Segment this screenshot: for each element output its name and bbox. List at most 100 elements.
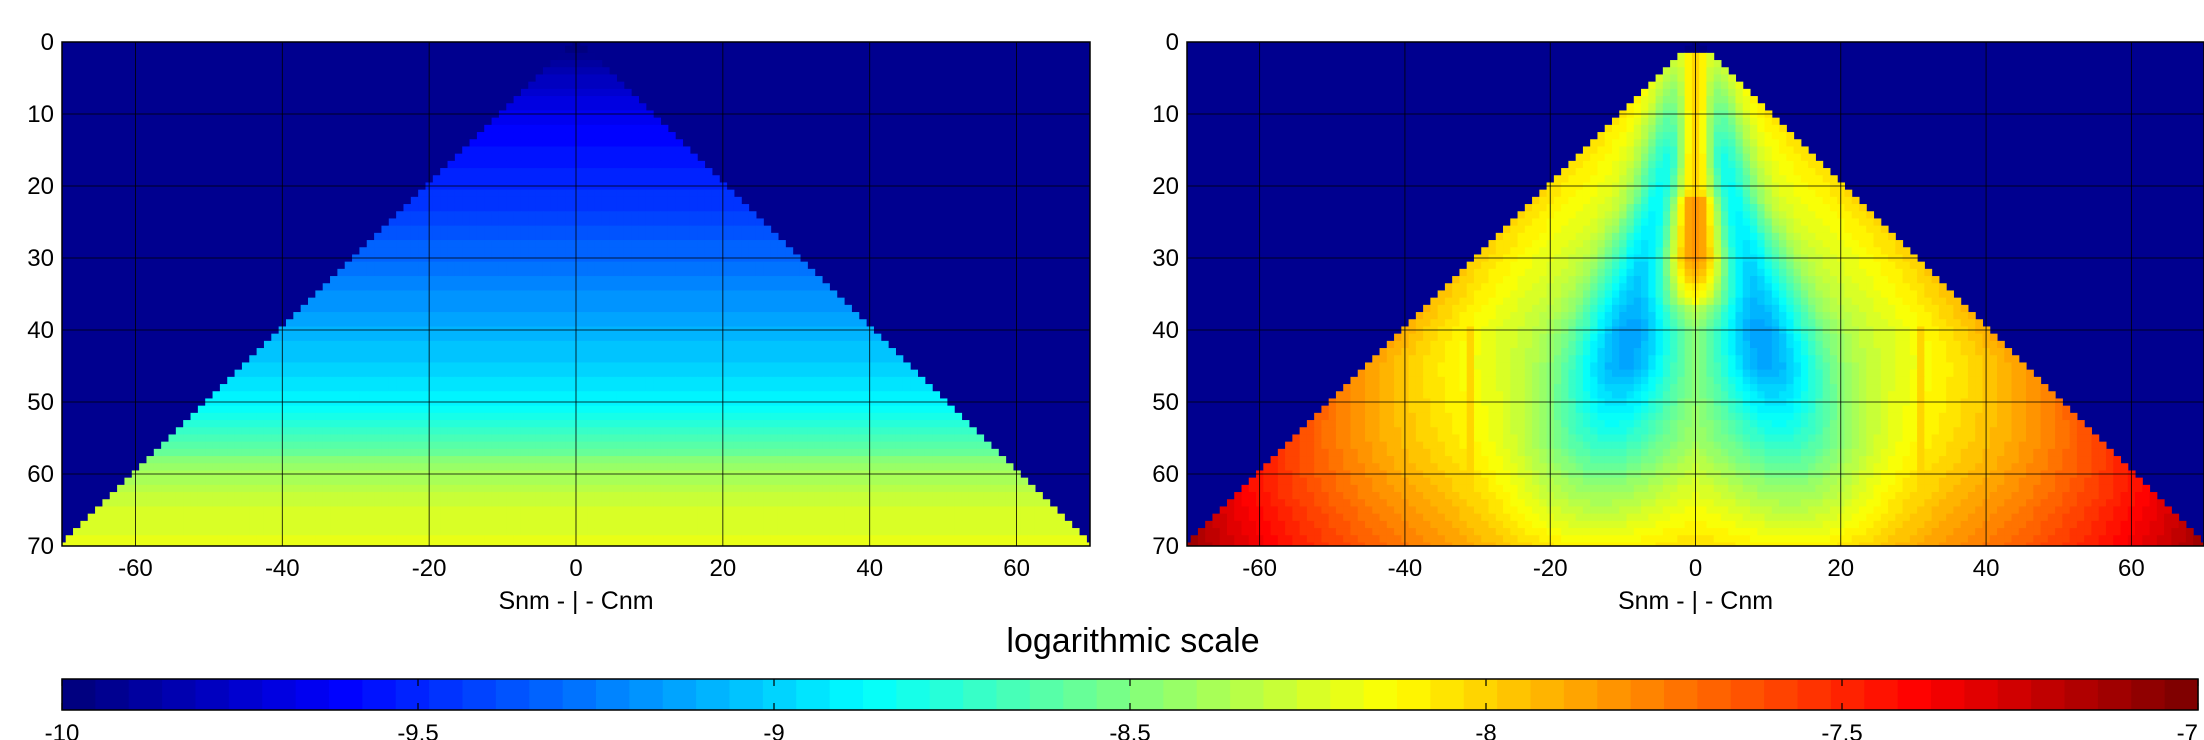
heatmap-cell [565,376,573,385]
heatmap-cell [733,290,742,299]
heatmap-cell [616,103,625,111]
heatmap-cell [359,369,368,378]
heatmap-cell [777,240,786,248]
heatmap-cell [594,196,603,205]
heatmap-cell [755,542,764,546]
heatmap-cell [506,463,515,471]
heatmap-cell [557,146,566,155]
heatmap-cell [711,434,720,443]
heatmap-cell [285,412,294,421]
heatmap-cell [711,499,720,507]
heatmap-cell [396,340,405,349]
heatmap-cell [601,160,610,169]
heatmap-cell [491,196,500,205]
heatmap-cell [873,456,882,464]
heatmap-cell [550,391,559,399]
heatmap-cell [498,175,507,183]
heatmap-cell [917,405,926,414]
heatmap-cell [565,117,573,126]
heatmap-cell [902,492,911,500]
heatmap-cell [587,412,595,421]
heatmap-cell [498,139,507,147]
heatmap-cell [609,160,617,169]
heatmap-cell [513,513,522,522]
heatmap-cell [550,96,559,104]
heatmap-cell [910,477,919,486]
heatmap-cell [689,261,698,270]
heatmap-cell [917,477,926,486]
heatmap-cell [520,312,529,320]
heatmap-cell [954,448,963,457]
heatmap-cell [807,283,816,291]
heatmap-cell [748,290,757,299]
heatmap-cell [322,312,331,320]
heatmap-cell [366,528,375,536]
heatmap-cell [704,225,713,234]
heatmap-cell [542,153,551,162]
heatmap-cell [484,434,493,443]
heatmap-cell [748,506,757,515]
heatmap-cell [381,355,390,363]
heatmap-cell [777,412,786,421]
heatmap-cell [645,434,654,443]
heatmap-cell [476,333,485,342]
heatmap-cell [895,513,904,522]
heatmap-cell [726,319,735,327]
heatmap-cell [366,304,375,313]
heatmap-cell [498,369,507,378]
heatmap-cell [285,434,294,443]
heatmap-cell [792,312,801,320]
heatmap-cell [873,477,882,486]
heatmap-cell [917,499,926,507]
heatmap-cell [337,355,346,363]
heatmap-cell [462,463,471,471]
heatmap-cell [447,441,456,450]
heatmap-cell [924,484,933,493]
heatmap-cell [601,304,610,313]
heatmap-cell [557,520,566,529]
heatmap-cell [388,477,397,486]
heatmap-cell [777,369,786,378]
heatmap-cell [528,225,537,234]
heatmap-cell [675,225,684,234]
heatmap-cell [256,492,265,500]
heatmap-cell [315,348,324,356]
heatmap-cell [535,427,544,435]
heatmap-cell [851,319,860,327]
heatmap-cell [520,348,529,356]
heatmap-cell [484,535,493,543]
heatmap-cell [733,412,742,421]
heatmap-cell [587,240,595,248]
heatmap-cell [594,405,603,414]
heatmap-cell [557,369,566,378]
heatmap-cell [814,405,823,414]
heatmap-cell [513,340,522,349]
heatmap-cell [557,261,566,270]
heatmap-cell [212,412,221,421]
heatmap-cell [770,484,779,493]
heatmap-cell [660,175,669,183]
heatmap-cell [609,276,617,284]
heatmap-cell [506,175,515,183]
heatmap-cell [293,477,302,486]
heatmap-cell [594,67,603,75]
heatmap-cell [249,542,258,546]
heatmap-cell [594,225,603,234]
heatmap-cell [484,225,493,234]
heatmap-cell [697,513,706,522]
heatmap-cell [777,312,786,320]
heatmap-cell [498,513,507,522]
heatmap-cell [285,391,294,399]
heatmap-cell [565,542,573,546]
heatmap-cell [726,232,735,241]
heatmap-cell [359,542,368,546]
heatmap-cell [410,535,419,543]
heatmap-cell [733,355,742,363]
heatmap-cell [807,355,816,363]
heatmap-cell [447,391,456,399]
heatmap-cell [403,355,412,363]
heatmap-cell [924,463,933,471]
heatmap-cell [542,211,551,219]
heatmap-cell [153,499,162,507]
heatmap-cell [961,506,970,515]
